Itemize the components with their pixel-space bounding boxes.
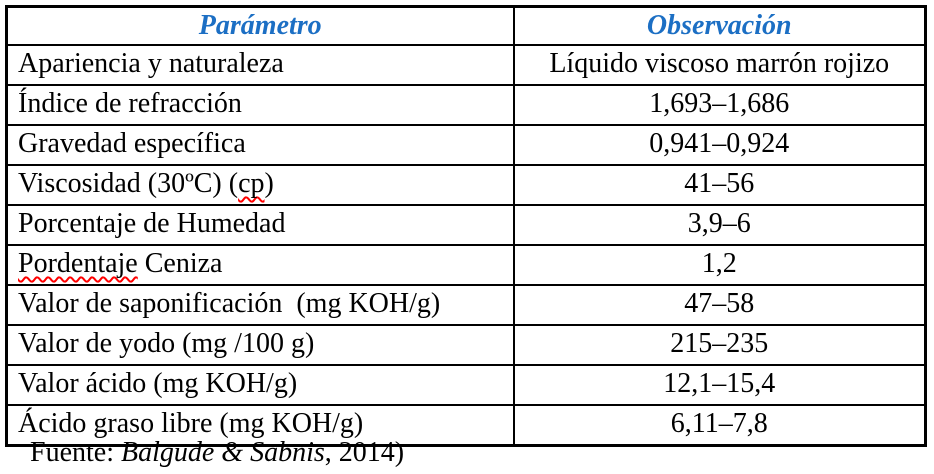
observacion-cell: 47–58 bbox=[512, 284, 927, 326]
table-row: Porcentaje de Humedad 3,9–6 bbox=[5, 204, 927, 246]
parametro-cell: Valor ácido (mg KOH/g) bbox=[5, 364, 515, 406]
parametro-cell: Valor de yodo (mg /100 g) bbox=[5, 324, 515, 366]
source-authors: Balgude & Sabnis bbox=[121, 437, 325, 468]
table-row: Valor ácido (mg KOH/g) 12,1–15,4 bbox=[5, 364, 927, 406]
parametro-cell: Valor de saponificación (mg KOH/g) bbox=[5, 284, 515, 326]
source-suffix: , 2014) bbox=[324, 437, 405, 468]
table-body: Apariencia y naturaleza Líquido viscoso m… bbox=[5, 44, 927, 447]
parametro-cell: Porcentaje de Humedad bbox=[5, 204, 515, 246]
observacion-cell: 12,1–15,4 bbox=[512, 364, 927, 406]
parametro-cell: Pordentaje Ceniza bbox=[5, 244, 515, 286]
parameters-table: Parámetro Observación Apariencia y natur… bbox=[5, 5, 927, 447]
observacion-cell: 6,11–7,8 bbox=[512, 404, 927, 447]
observacion-cell: Líquido viscoso marrón rojizo bbox=[512, 44, 927, 86]
table-row: Índice de refracción 1,693–1,686 bbox=[5, 84, 927, 126]
table-row: Pordentaje Ceniza 1,2 bbox=[5, 244, 927, 286]
column-header-observacion: Observación bbox=[512, 5, 927, 46]
table-row: Apariencia y naturaleza Líquido viscoso m… bbox=[5, 44, 927, 86]
table-row: Valor de yodo (mg /100 g) 215–235 bbox=[5, 324, 927, 366]
column-header-parametro: Parámetro bbox=[5, 5, 515, 46]
source-prefix: Fuente: bbox=[30, 437, 121, 468]
parametro-cell: Viscosidad (30ºC) (cp) bbox=[5, 164, 515, 206]
source-caption: Fuente: Balgude & Sabnis, 2014) bbox=[30, 437, 404, 469]
observacion-cell: 215–235 bbox=[512, 324, 927, 366]
table-row: Valor de saponificación (mg KOH/g) 47–58 bbox=[5, 284, 927, 326]
table-row: Gravedad específica 0,941–0,924 bbox=[5, 124, 927, 166]
observacion-cell: 1,2 bbox=[512, 244, 927, 286]
header-row: Parámetro Observación bbox=[5, 5, 927, 46]
misspelled-word: cp bbox=[238, 167, 265, 199]
parametro-cell: Índice de refracción bbox=[5, 84, 515, 126]
observacion-cell: 3,9–6 bbox=[512, 204, 927, 246]
parametro-cell: Apariencia y naturaleza bbox=[5, 44, 515, 86]
table-row: Ácido graso libre (mg KOH/g) 6,11–7,8 bbox=[5, 404, 927, 447]
observacion-cell: 0,941–0,924 bbox=[512, 124, 927, 166]
observacion-cell: 41–56 bbox=[512, 164, 927, 206]
misspelled-word: Pordentaje bbox=[18, 247, 138, 279]
table-row: Viscosidad (30ºC) (cp) 41–56 bbox=[5, 164, 927, 206]
parametro-cell: Gravedad específica bbox=[5, 124, 515, 166]
observacion-cell: 1,693–1,686 bbox=[512, 84, 927, 126]
parametro-cell: Ácido graso libre (mg KOH/g) bbox=[5, 404, 515, 447]
